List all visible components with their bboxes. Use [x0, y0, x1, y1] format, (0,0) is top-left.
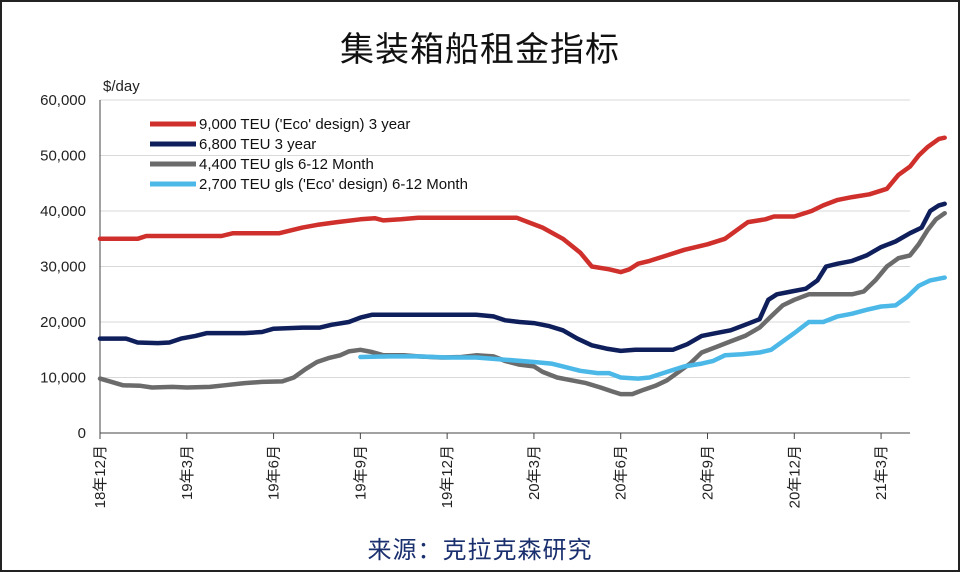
y-tick-label: 0	[78, 425, 86, 442]
y-tick-label: 20,000	[40, 314, 86, 331]
y-tick-label: 30,000	[40, 259, 86, 276]
x-tick-label: 19年9月	[352, 445, 369, 500]
x-tick-label: 20年3月	[526, 445, 543, 500]
y-tick-label: 10,000	[40, 370, 86, 387]
x-tick-label: 20年6月	[613, 445, 630, 500]
y-tick-label: 60,000	[40, 92, 86, 109]
legend: 9,000 TEU ('Eco' design) 3 year 6,800 TEU…	[150, 116, 468, 193]
x-tick-label: 19年6月	[266, 445, 283, 500]
legend-label: 9,000 TEU ('Eco' design) 3 year	[199, 116, 410, 133]
source-note: 来源：克拉克森研究	[367, 536, 593, 564]
series-lines	[97, 135, 947, 397]
x-tick-label: 19年12月	[439, 445, 456, 508]
y-axis-ticks: 0 10,000 20,000 30,000 40,000 50,000 60,000	[40, 92, 86, 442]
legend-label: 6,800 TEU 3 year	[199, 136, 316, 153]
series-line-2	[97, 201, 947, 354]
legend-label: 2,700 TEU gls ('Eco' design) 6-12 Month	[199, 176, 468, 193]
x-tick-label: 21年3月	[873, 445, 890, 500]
y-axis-unit: $/day	[103, 78, 140, 95]
x-tick-label: 18年12月	[92, 445, 109, 508]
y-tick-label: 40,000	[40, 203, 86, 220]
y-tick-label: 50,000	[40, 148, 86, 165]
series-line-4	[358, 275, 947, 381]
series-line-1	[97, 135, 947, 275]
legend-label: 4,400 TEU gls 6-12 Month	[199, 156, 374, 173]
x-tick-label: 20年9月	[700, 445, 717, 500]
series-line-3	[97, 210, 947, 397]
x-tick-label: 20年12月	[786, 445, 803, 508]
x-tick-label: 19年3月	[179, 445, 196, 500]
x-axis-ticks: 18年12月 19年3月 19年6月 19年9月 19年12月 20年3月 20年6月 20年…	[92, 433, 890, 508]
chart-title: 集装箱船租金指标	[340, 30, 620, 70]
